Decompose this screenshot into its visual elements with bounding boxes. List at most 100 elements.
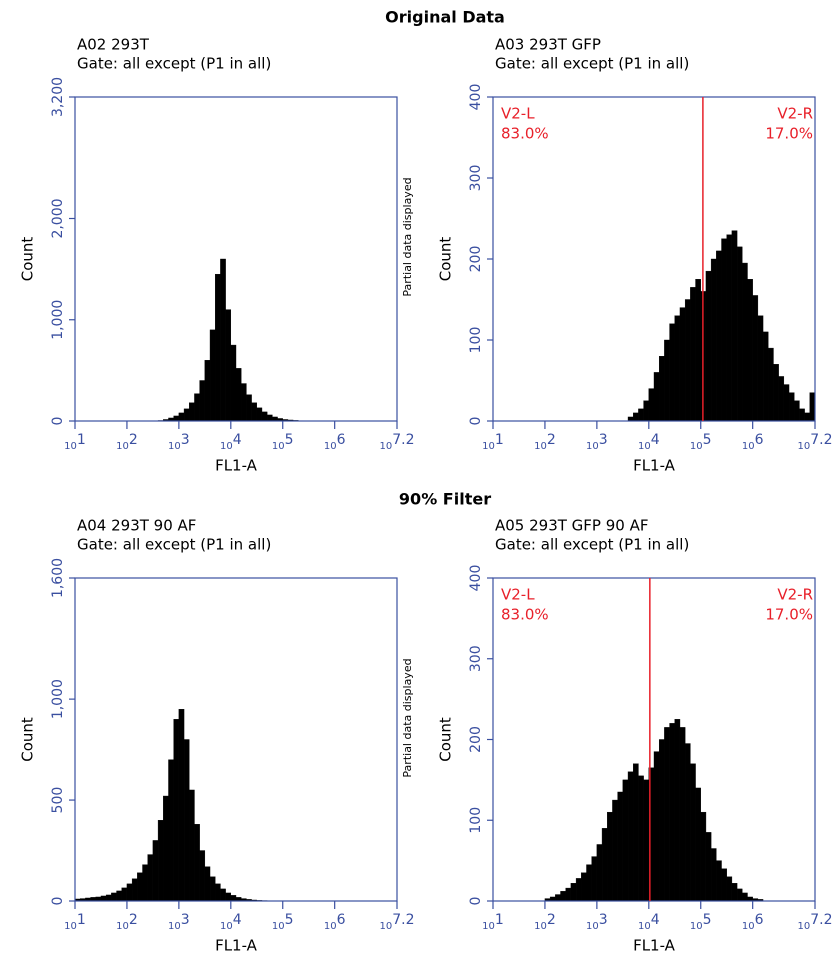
bar — [679, 727, 686, 902]
y-tick-label: 200 — [468, 726, 484, 753]
y-tick-label: 300 — [468, 165, 484, 192]
bar — [638, 775, 644, 902]
bar — [173, 719, 180, 902]
x-tick-label: 101 — [482, 912, 504, 932]
bar — [575, 878, 582, 902]
bar — [142, 864, 148, 902]
bar — [586, 864, 592, 902]
chart-subtitle: Gate: all except (P1 in all) — [495, 55, 689, 73]
bar — [272, 416, 278, 422]
bar — [225, 892, 232, 902]
bar — [121, 887, 128, 902]
bar — [653, 372, 660, 422]
x-tick-label: 102 — [116, 432, 138, 452]
x-tick-label: 107.2 — [798, 432, 833, 452]
bar — [799, 408, 805, 422]
bar — [555, 894, 561, 902]
bar — [684, 743, 691, 902]
y-axis-title: Count — [437, 237, 455, 282]
bar — [716, 860, 722, 902]
bar — [204, 360, 211, 422]
bar — [126, 883, 133, 902]
bar — [147, 854, 154, 902]
y-tick-label: 300 — [468, 645, 484, 672]
gate-percent: 83.0% — [501, 606, 549, 624]
bar — [199, 850, 206, 902]
bar — [788, 392, 795, 422]
x-tick-label: 106 — [742, 912, 764, 932]
y-tick-label: 100 — [468, 327, 484, 354]
bar — [762, 331, 769, 422]
bar — [627, 771, 634, 902]
bar — [716, 250, 722, 422]
bar — [225, 309, 232, 422]
bar — [710, 848, 717, 902]
bar — [111, 892, 117, 902]
x-tick-label: 105 — [690, 912, 712, 932]
bar — [240, 383, 247, 422]
x-tick-label: 101 — [64, 432, 86, 452]
x-tick-label: 103 — [586, 432, 608, 452]
bar — [700, 811, 707, 902]
x-tick-label: 106 — [324, 432, 346, 452]
bar — [674, 315, 681, 422]
x-tick-label: 103 — [168, 432, 190, 452]
bar — [209, 876, 216, 902]
x-tick-label: 107.2 — [380, 912, 415, 932]
bar — [204, 866, 211, 902]
bar — [261, 411, 268, 422]
x-tick-label: 104 — [638, 912, 660, 932]
x-tick-label: 102 — [534, 432, 556, 452]
bar — [627, 416, 634, 422]
bar — [256, 407, 263, 422]
x-tick-label: 107.2 — [798, 912, 833, 932]
bar — [607, 811, 613, 902]
chart-title: A04 293T 90 AF — [77, 517, 196, 535]
chart-subtitle: Gate: all except (P1 in all) — [495, 536, 689, 554]
y-axis-title: Count — [437, 717, 455, 762]
bar — [705, 270, 712, 422]
bar — [752, 295, 759, 422]
x-tick-label: 107.2 — [380, 432, 415, 452]
bar — [189, 789, 195, 902]
bar — [549, 896, 556, 902]
x-tick-label: 104 — [638, 432, 660, 452]
x-axis-title: FL1-A — [215, 457, 258, 475]
x-tick-label: 104 — [220, 432, 242, 452]
y-tick-label: 0 — [50, 897, 66, 906]
x-tick-label: 102 — [116, 912, 138, 932]
bar — [731, 230, 738, 422]
bar — [230, 895, 237, 902]
bar — [638, 408, 644, 422]
gate-percent: 17.0% — [765, 125, 813, 143]
y-tick-label: 0 — [468, 417, 484, 426]
bar — [653, 751, 660, 902]
bar — [131, 878, 138, 902]
bar — [742, 262, 748, 422]
y-tick-label: 1,000 — [50, 300, 66, 340]
y-tick-label: 2,000 — [50, 198, 66, 238]
x-tick-label: 104 — [220, 912, 242, 932]
bar — [560, 891, 566, 902]
bar — [591, 856, 598, 902]
bar — [747, 279, 753, 422]
bar — [643, 779, 650, 902]
plot-frame — [74, 577, 398, 902]
bar — [209, 329, 216, 422]
bar — [669, 723, 675, 902]
bar — [622, 779, 629, 902]
bar — [710, 258, 717, 422]
bar — [768, 347, 774, 422]
section-title: 90% Filter — [399, 490, 491, 509]
plot-frame — [74, 96, 398, 422]
bar — [183, 739, 190, 902]
bar — [778, 376, 785, 422]
bar — [633, 412, 639, 422]
chart-title: A05 293T GFP 90 AF — [495, 517, 649, 535]
bar — [601, 828, 608, 902]
bar — [736, 246, 743, 422]
y-tick-label: 400 — [468, 84, 484, 111]
x-axis-title: FL1-A — [633, 457, 676, 475]
bar — [617, 791, 624, 902]
